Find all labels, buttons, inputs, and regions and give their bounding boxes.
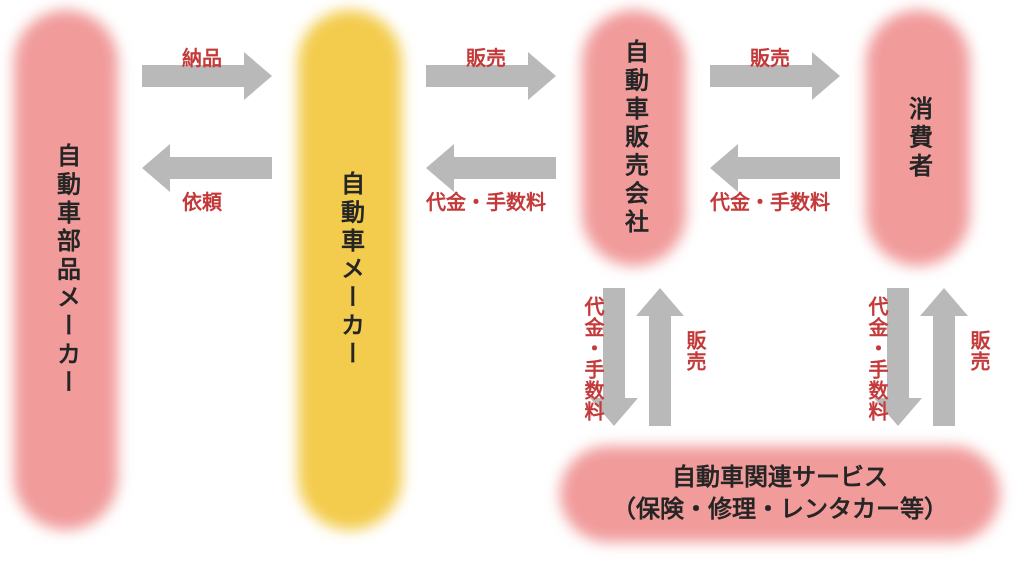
arrow-label-a1: 納品: [182, 42, 222, 71]
arrow-label-a8: 販売: [680, 330, 709, 372]
arrow-a8: [636, 288, 684, 426]
arrow-label-a2: 依頼: [182, 186, 222, 215]
arrow-label-a4: 代金・手数料: [426, 186, 546, 215]
arrow-a2: [142, 144, 272, 192]
arrow-a4: [426, 144, 556, 192]
arrows-layer: [0, 0, 1024, 574]
arrow-label-a3: 販売: [466, 42, 506, 71]
arrow-label-a9: 代金・手数料: [862, 296, 891, 422]
arrow-label-a5: 販売: [750, 42, 790, 71]
arrow-label-a7: 代金・手数料: [578, 296, 607, 422]
arrow-a10: [920, 288, 968, 426]
arrow-a6: [710, 144, 840, 192]
arrow-label-a6: 代金・手数料: [710, 186, 830, 215]
arrow-label-a10: 販売: [964, 330, 993, 372]
